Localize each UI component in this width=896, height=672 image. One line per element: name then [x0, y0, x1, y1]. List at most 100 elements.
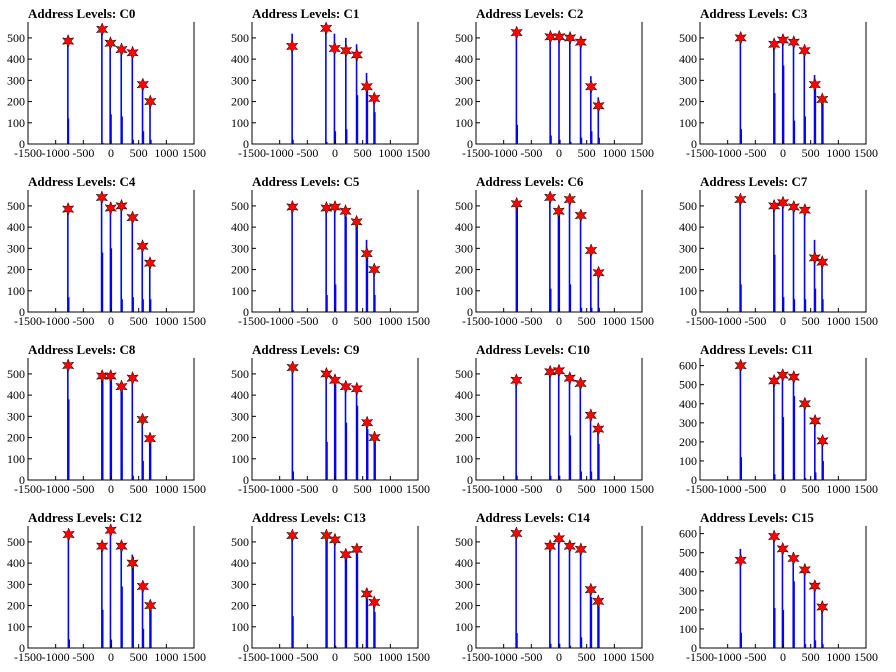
peak-marker [816, 92, 829, 107]
chart-panel: Address Levels: C30100200300400500-1500-… [679, 6, 878, 160]
peak-marker [767, 373, 781, 389]
y-tick-label: 500 [7, 367, 25, 381]
x-tick-label: 0 [108, 650, 114, 664]
x-tick-label: 500 [130, 482, 148, 496]
peak-marker [574, 208, 588, 223]
peak-marker [115, 538, 128, 554]
x-tick-label: -1500 [14, 146, 42, 160]
peak-marker [592, 265, 605, 280]
y-tick-label: 400 [455, 52, 473, 66]
peak-marker [144, 94, 157, 109]
x-tick-label: -1000 [266, 314, 294, 328]
peak-marker [126, 555, 139, 571]
x-tick-label: -1000 [42, 314, 70, 328]
x-tick-label: -1000 [714, 146, 742, 160]
peak-marker [574, 376, 587, 391]
y-tick-label: 100 [7, 116, 25, 130]
x-tick-label: -500 [520, 482, 542, 496]
peak-marker [592, 98, 605, 114]
peak-marker [563, 370, 577, 386]
x-tick-label: 1000 [378, 650, 402, 664]
peak-marker [62, 527, 75, 542]
x-tick-label: 1000 [602, 650, 626, 664]
y-tick-label: 400 [7, 388, 25, 402]
chart-panel: Address Levels: C80100200300400500-1500-… [7, 342, 206, 496]
peak-marker [734, 358, 747, 373]
peak-marker [592, 594, 605, 609]
x-tick-label: 1500 [406, 314, 430, 328]
peak-marker [104, 200, 117, 216]
peak-marker [544, 29, 557, 45]
chart-title: Address Levels: C9 [252, 342, 360, 357]
peak-marker [776, 367, 789, 383]
y-tick-label: 500 [679, 546, 697, 560]
peak-marker [115, 198, 128, 214]
peak-marker [61, 358, 75, 373]
peak-marker [776, 32, 790, 48]
x-tick-label: -1000 [714, 650, 742, 664]
x-tick-label: -1000 [490, 314, 518, 328]
y-tick-label: 500 [231, 367, 249, 381]
x-tick-label: 1500 [182, 146, 206, 160]
peak-marker [350, 381, 364, 396]
y-tick-label: 500 [679, 31, 697, 45]
x-tick-label: -1500 [238, 482, 266, 496]
peak-marker [286, 360, 299, 375]
chart-title: Address Levels: C12 [28, 510, 142, 525]
y-tick-label: 0 [243, 137, 249, 151]
x-tick-label: -1500 [238, 650, 266, 664]
peak-marker [734, 30, 747, 46]
y-tick-label: 400 [7, 556, 25, 570]
x-tick-label: -1500 [686, 314, 714, 328]
y-tick-label: 0 [243, 473, 249, 487]
y-tick-label: 100 [679, 116, 697, 130]
peak-marker [816, 254, 829, 270]
x-tick-label: 1500 [182, 482, 206, 496]
y-tick-label: 200 [679, 435, 697, 449]
y-tick-label: 100 [7, 620, 25, 634]
x-tick-label: 1500 [406, 146, 430, 160]
x-tick-label: 1500 [630, 650, 654, 664]
y-tick-label: 100 [455, 620, 473, 634]
y-tick-label: 0 [691, 473, 697, 487]
peak-marker [510, 526, 523, 541]
peak-marker [592, 421, 605, 437]
peak-marker [136, 239, 149, 254]
peak-marker [350, 542, 364, 557]
peak-marker [136, 412, 149, 427]
peak-marker [543, 364, 557, 379]
x-tick-label: -1500 [686, 482, 714, 496]
peak-marker [360, 415, 374, 430]
peak-marker [368, 595, 381, 610]
x-tick-label: -1000 [714, 482, 742, 496]
chart-title: Address Levels: C1 [252, 6, 359, 21]
peak-marker [584, 408, 598, 423]
y-tick-label: 300 [455, 241, 473, 255]
peak-marker [339, 379, 353, 394]
y-tick-label: 100 [455, 452, 473, 466]
peak-marker [61, 201, 75, 217]
peak-marker [144, 598, 157, 613]
chart-title: Address Levels: C0 [28, 6, 135, 21]
peak-marker [126, 370, 139, 386]
peak-marker [767, 529, 781, 544]
y-tick-label: 400 [679, 52, 697, 66]
peak-marker [285, 39, 299, 54]
x-tick-label: 500 [130, 146, 148, 160]
peak-marker [95, 22, 109, 37]
peak-marker [360, 79, 374, 94]
x-tick-label: 1000 [154, 650, 178, 664]
y-tick-label: 0 [19, 641, 25, 655]
x-tick-label: 0 [332, 146, 338, 160]
y-tick-label: 500 [679, 199, 697, 213]
x-tick-label: -1000 [490, 482, 518, 496]
x-tick-label: -1000 [490, 146, 518, 160]
x-tick-label: 1000 [826, 482, 850, 496]
y-tick-label: 500 [7, 535, 25, 549]
y-tick-label: 400 [679, 397, 697, 411]
peak-marker [320, 366, 333, 382]
chart-panel: Address Levels: C12 0 100 200 300 400 500 -1500… [7, 510, 206, 664]
y-tick-label: 300 [231, 241, 249, 255]
x-tick-label: 500 [578, 482, 596, 496]
